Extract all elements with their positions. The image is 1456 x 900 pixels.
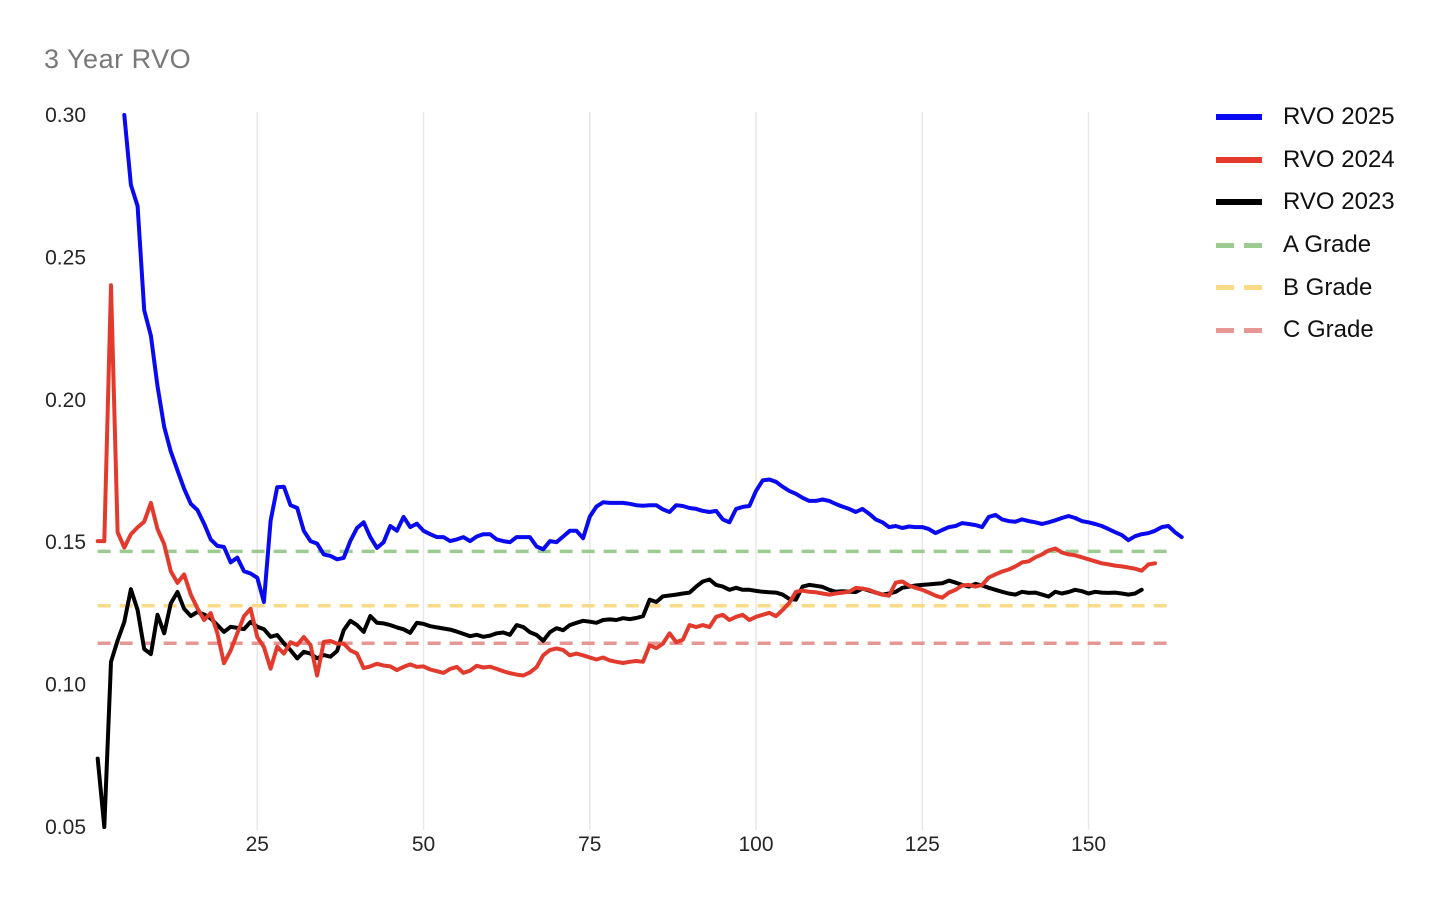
legend-swatch (1216, 199, 1262, 206)
y-axis-tick-labels: 0.30 0.25 0.20 0.15 0.10 0.05 (45, 104, 86, 839)
grade-reference-lines (97, 549, 1169, 646)
legend-swatch (1216, 242, 1262, 248)
legend-swatch (1216, 327, 1262, 333)
legend-label: RVO 2024 (1283, 145, 1395, 173)
series-line-rvo-2024 (95, 283, 1157, 678)
legend-item-b-grade[interactable]: B Grade (1216, 266, 1395, 309)
x-tick-label: 100 (739, 833, 774, 856)
legend-label: A Grade (1283, 231, 1372, 259)
gridlines (256, 112, 1090, 830)
legend-label: C Grade (1283, 316, 1374, 344)
y-tick-label: 0.05 (45, 816, 86, 839)
legend-swatch (1216, 156, 1262, 163)
x-tick-label: 150 (1071, 833, 1106, 856)
legend-swatch (1216, 285, 1262, 291)
x-tick-label: 75 (578, 833, 601, 856)
y-tick-label: 0.30 (45, 104, 86, 127)
legend-swatch (1216, 114, 1262, 121)
legend-label: RVO 2025 (1283, 103, 1395, 131)
x-axis-tick-labels: 25 50 75 100 125 150 (246, 833, 1106, 856)
x-tick-label: 125 (905, 833, 940, 856)
y-tick-label: 0.20 (45, 389, 86, 412)
series-lines (95, 113, 1184, 829)
legend-label: B Grade (1283, 273, 1373, 301)
legend-item-a-grade[interactable]: A Grade (1216, 224, 1395, 267)
x-tick-label: 50 (412, 833, 435, 856)
legend-label: RVO 2023 (1283, 188, 1395, 216)
y-tick-label: 0.25 (45, 246, 86, 269)
legend-item-rvo-2023[interactable]: RVO 2023 (1216, 181, 1395, 224)
legend-item-c-grade[interactable]: C Grade (1216, 309, 1395, 352)
legend-item-rvo-2024[interactable]: RVO 2024 (1216, 139, 1395, 182)
legend-item-rvo-2025[interactable]: RVO 2025 (1216, 96, 1395, 139)
series-line-rvo-2025 (122, 113, 1184, 604)
y-tick-label: 0.15 (45, 531, 86, 554)
chart-title: 3 Year RVO (44, 44, 192, 74)
legend: RVO 2025 RVO 2024 RVO 2023 A Grade B Grade C … (1216, 96, 1395, 352)
y-tick-label: 0.10 (45, 674, 86, 697)
x-tick-label: 25 (246, 833, 269, 856)
